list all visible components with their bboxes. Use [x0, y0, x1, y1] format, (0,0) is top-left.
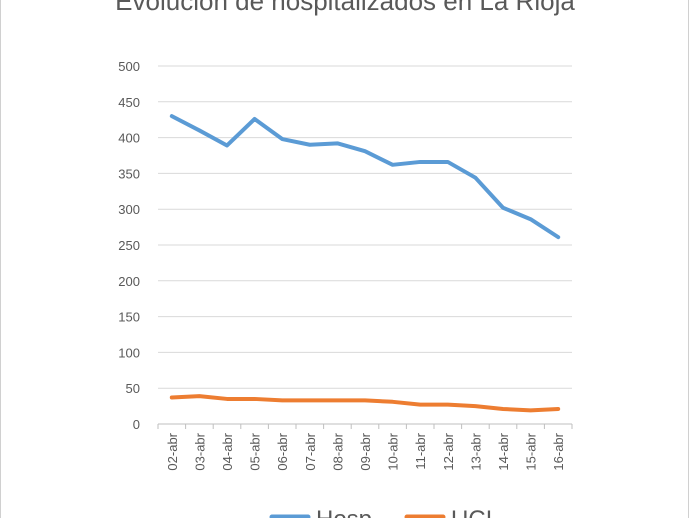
y-tick-label: 500: [118, 59, 140, 74]
x-tick-label: 06-abr: [275, 432, 290, 470]
x-tick-label: 08-abr: [330, 432, 345, 470]
data-point-hosp: [363, 149, 367, 153]
series-line-hosp: [169, 114, 561, 240]
chart-frame-right-border: [688, 0, 689, 518]
data-point-uci: [197, 394, 201, 398]
y-tick-label: 400: [118, 131, 140, 146]
x-tick-label: 09-abr: [358, 432, 373, 470]
data-point-hosp: [418, 160, 422, 164]
x-tick-label: 14-abr: [496, 432, 511, 470]
data-point-uci: [501, 407, 505, 411]
data-point-uci: [225, 397, 229, 401]
data-point-uci: [308, 398, 312, 402]
y-tick-label: 350: [118, 166, 140, 181]
data-point-hosp: [225, 143, 229, 147]
legend-label-uci: UCI: [451, 506, 492, 518]
y-tick-label: 250: [118, 238, 140, 253]
data-point-uci: [170, 396, 174, 400]
data-point-uci: [335, 398, 339, 402]
data-point-uci: [418, 403, 422, 407]
data-point-hosp: [335, 141, 339, 145]
data-point-uci: [253, 397, 257, 401]
data-point-hosp: [308, 143, 312, 147]
data-point-hosp: [391, 163, 395, 167]
data-point-hosp: [501, 206, 505, 210]
data-point-uci: [280, 398, 284, 402]
gridlines: [158, 65, 572, 389]
y-tick-label: 0: [133, 417, 140, 432]
data-point-uci: [363, 398, 367, 402]
data-point-hosp: [197, 128, 201, 132]
x-tick-label: 07-abr: [303, 432, 318, 470]
x-tick-label: 12-abr: [441, 432, 456, 470]
y-tick-label: 450: [118, 95, 140, 110]
data-point-hosp: [529, 217, 533, 221]
data-point-hosp: [446, 160, 450, 164]
y-tick-label: 300: [118, 202, 140, 217]
series-line-uci: [169, 394, 561, 413]
legend: Hosp UCI: [269, 506, 492, 518]
series-lines: [169, 114, 561, 413]
data-point-hosp: [280, 137, 284, 141]
data-point-uci: [529, 408, 533, 412]
chart-frame-left-border: [0, 0, 1, 518]
x-tick-label: 05-abr: [248, 432, 263, 470]
y-tick-label: 150: [118, 310, 140, 325]
legend-label-hosp: Hosp: [316, 506, 372, 518]
x-tick-label: 13-abr: [468, 432, 483, 470]
x-tick-label: 16-abr: [551, 432, 566, 470]
data-point-hosp: [170, 114, 174, 118]
data-point-hosp: [556, 235, 560, 239]
chart-title: Evolución de hospitalizados en La Rioja: [115, 0, 575, 16]
data-point-uci: [446, 403, 450, 407]
x-tick-label: 03-abr: [192, 432, 207, 470]
x-tick-label: 02-abr: [165, 432, 180, 470]
data-point-uci: [473, 404, 477, 408]
data-point-hosp: [253, 117, 257, 121]
data-point-hosp: [473, 176, 477, 180]
y-tick-label: 100: [118, 345, 140, 360]
data-point-uci: [391, 400, 395, 404]
y-tick-label: 200: [118, 274, 140, 289]
y-axis-ticks: 0 50 100 150 200 250 300 350 400 450 500: [118, 59, 140, 432]
y-tick-label: 50: [126, 381, 140, 396]
x-tick-label: 04-abr: [220, 432, 235, 470]
x-axis-ticks: 02-abr 03-abr 04-abr 05-abr 06-abr 07-abr 08-a…: [157, 423, 573, 471]
x-tick-label: 15-abr: [524, 432, 539, 470]
x-tick-label: 10-abr: [386, 432, 401, 470]
data-point-uci: [556, 407, 560, 411]
x-tick-label: 11-abr: [413, 432, 428, 469]
